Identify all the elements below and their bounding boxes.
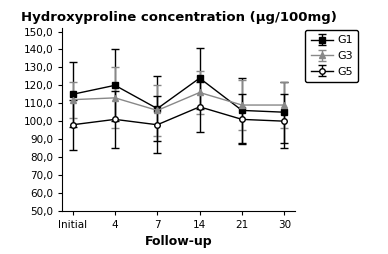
Title: Hydroxyproline concentration (μg/100mg): Hydroxyproline concentration (μg/100mg) xyxy=(21,11,336,24)
Legend: G1, G3, G5: G1, G3, G5 xyxy=(305,30,359,82)
X-axis label: Follow-up: Follow-up xyxy=(145,235,212,248)
